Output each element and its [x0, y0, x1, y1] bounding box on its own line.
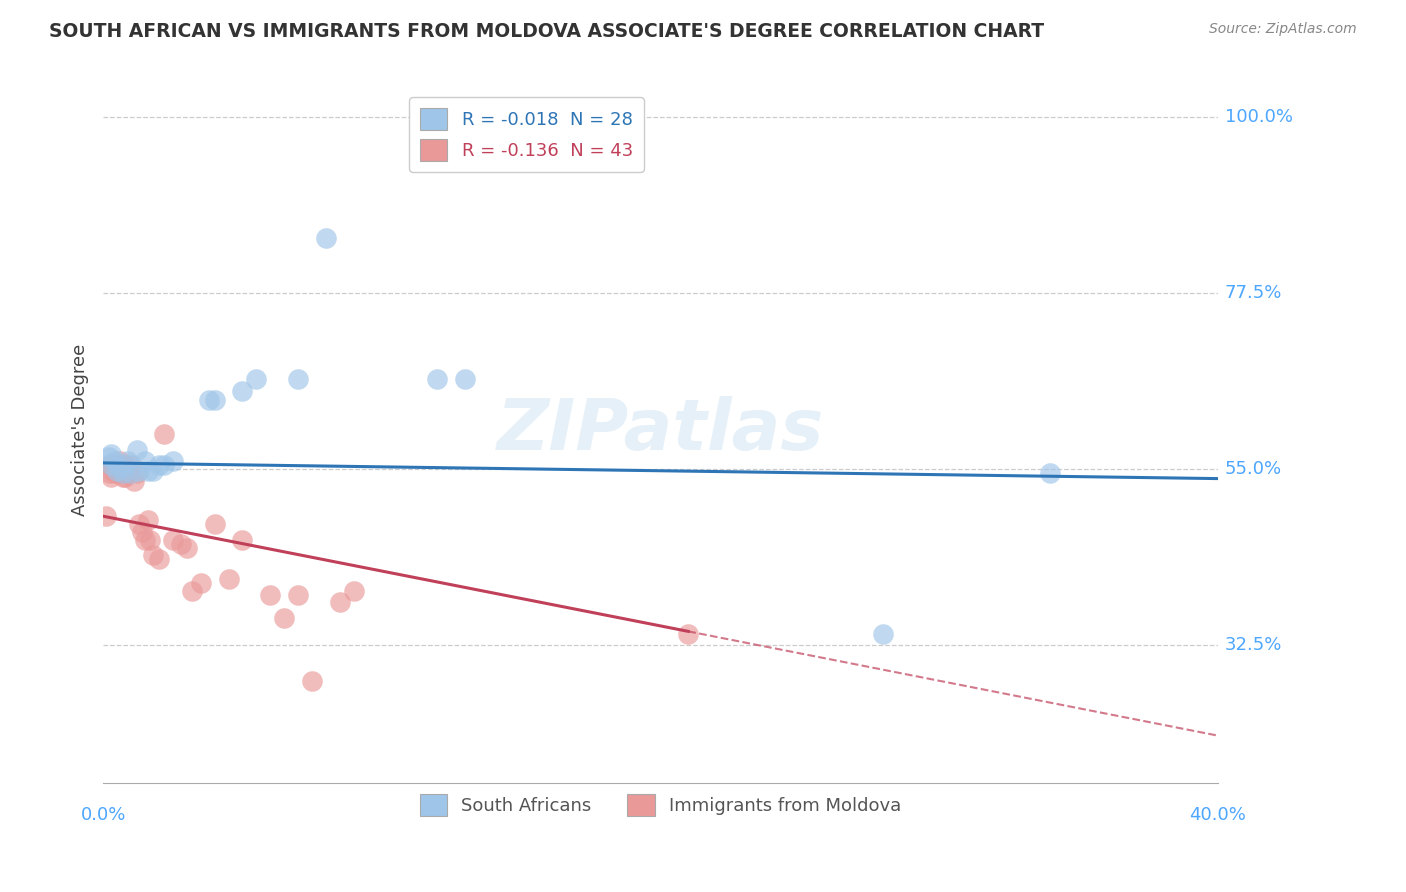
Text: 40.0%: 40.0% — [1189, 806, 1246, 824]
Point — [131, 524, 153, 539]
Point — [117, 464, 139, 478]
Point — [136, 513, 159, 527]
Point — [97, 466, 120, 480]
Point — [125, 466, 148, 480]
Point — [139, 533, 162, 547]
Text: ZIPatlas: ZIPatlas — [496, 395, 824, 465]
Point — [273, 611, 295, 625]
Point — [170, 536, 193, 550]
Point — [204, 516, 226, 531]
Point — [1039, 466, 1062, 480]
Point — [117, 454, 139, 468]
Text: SOUTH AFRICAN VS IMMIGRANTS FROM MOLDOVA ASSOCIATE'S DEGREE CORRELATION CHART: SOUTH AFRICAN VS IMMIGRANTS FROM MOLDOVA… — [49, 22, 1045, 41]
Text: 32.5%: 32.5% — [1225, 637, 1282, 655]
Point — [111, 466, 134, 480]
Point — [100, 458, 122, 473]
Point — [114, 470, 136, 484]
Point — [120, 466, 142, 480]
Point — [94, 509, 117, 524]
Point — [343, 583, 366, 598]
Point — [105, 464, 128, 478]
Point — [125, 442, 148, 457]
Point — [105, 458, 128, 473]
Point — [120, 464, 142, 478]
Point — [218, 572, 240, 586]
Point — [148, 458, 170, 473]
Point — [259, 588, 281, 602]
Point — [301, 673, 323, 688]
Point — [100, 470, 122, 484]
Point — [315, 231, 337, 245]
Point — [287, 372, 309, 386]
Point — [454, 372, 477, 386]
Point — [245, 372, 267, 386]
Point — [114, 458, 136, 473]
Text: 77.5%: 77.5% — [1225, 284, 1282, 301]
Point — [100, 446, 122, 460]
Point — [128, 516, 150, 531]
Point — [105, 466, 128, 480]
Point — [128, 464, 150, 478]
Point — [148, 552, 170, 566]
Point — [97, 458, 120, 473]
Point — [678, 626, 700, 640]
Point — [100, 458, 122, 473]
Point — [872, 626, 894, 640]
Point — [97, 450, 120, 465]
Point — [231, 533, 253, 547]
Point — [134, 454, 156, 468]
Point — [142, 464, 165, 478]
Point — [204, 393, 226, 408]
Point — [114, 458, 136, 473]
Point — [198, 393, 221, 408]
Point — [176, 541, 198, 555]
Point — [426, 372, 449, 386]
Point — [108, 460, 131, 475]
Text: Source: ZipAtlas.com: Source: ZipAtlas.com — [1209, 22, 1357, 37]
Point — [120, 458, 142, 473]
Text: 0.0%: 0.0% — [80, 806, 125, 824]
Point — [329, 595, 352, 609]
Point — [111, 470, 134, 484]
Point — [103, 454, 125, 468]
Point — [103, 458, 125, 473]
Point — [108, 466, 131, 480]
Point — [122, 474, 145, 488]
Point — [153, 426, 176, 441]
Point — [162, 454, 184, 468]
Point — [287, 588, 309, 602]
Text: 100.0%: 100.0% — [1225, 108, 1292, 126]
Point — [108, 454, 131, 468]
Point — [103, 466, 125, 480]
Text: 55.0%: 55.0% — [1225, 460, 1282, 478]
Point — [134, 533, 156, 547]
Point — [162, 533, 184, 547]
Point — [190, 575, 212, 590]
Point — [136, 464, 159, 478]
Point — [153, 458, 176, 473]
Y-axis label: Associate's Degree: Associate's Degree — [72, 344, 89, 516]
Point — [111, 458, 134, 473]
Point — [142, 549, 165, 563]
Point — [181, 583, 204, 598]
Legend: South Africans, Immigrants from Moldova: South Africans, Immigrants from Moldova — [412, 787, 908, 823]
Point — [231, 384, 253, 398]
